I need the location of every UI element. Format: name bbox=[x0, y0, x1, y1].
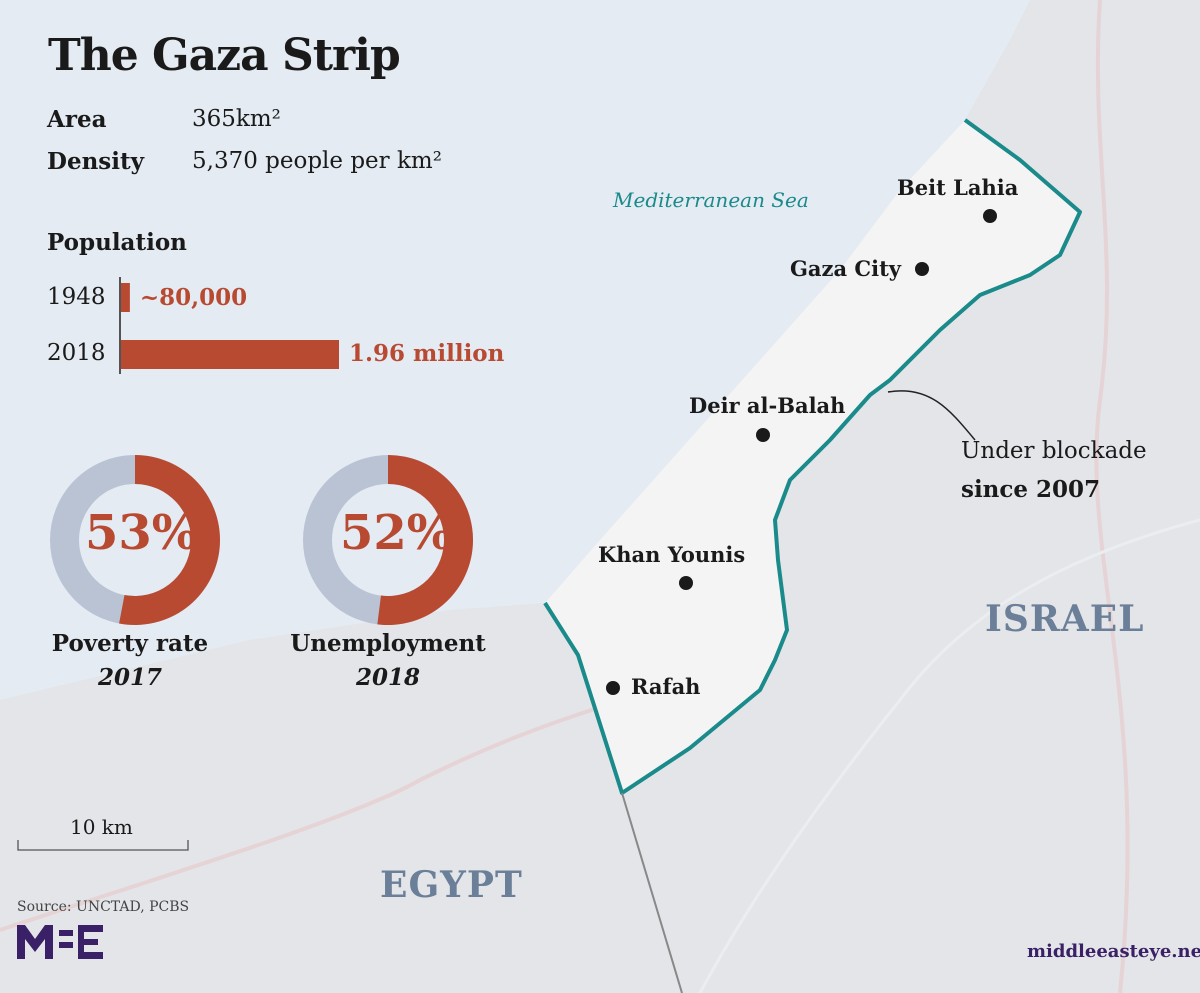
poverty-percent: 53% bbox=[85, 505, 198, 561]
annotation-leader bbox=[887, 390, 976, 441]
city-beit-lahia: Beit Lahia bbox=[897, 175, 1019, 200]
population-bar-2018 bbox=[121, 340, 339, 369]
unemployment-year: 2018 bbox=[355, 664, 420, 691]
population-year-1948: 1948 bbox=[47, 284, 106, 310]
egypt-israel-border bbox=[621, 792, 683, 993]
source: Source: UNCTAD, PCBS bbox=[17, 899, 190, 915]
page-title: The Gaza Strip bbox=[48, 30, 401, 81]
city-deir-al-balah: Deir al-Balah bbox=[689, 393, 846, 418]
poverty-year: 2017 bbox=[97, 664, 162, 691]
gaza-border bbox=[543, 118, 1082, 795]
city-dots bbox=[606, 209, 997, 695]
density-label: Density bbox=[47, 148, 144, 175]
city-khan-younis: Khan Younis bbox=[598, 542, 746, 567]
country-egypt: EGYPT bbox=[380, 864, 523, 906]
density-value: 5,370 people per km² bbox=[192, 148, 442, 174]
poverty-label: Poverty rate bbox=[51, 630, 209, 657]
population-year-2018: 2018 bbox=[47, 340, 106, 366]
sea-label: Mediterranean Sea bbox=[613, 188, 809, 212]
donut-segment bbox=[377, 455, 473, 625]
scale-label: 10 km bbox=[70, 815, 133, 839]
annotation-line2: since 2007 bbox=[961, 476, 1101, 503]
area-label: Area bbox=[47, 106, 107, 133]
city-gaza-city: Gaza City bbox=[790, 256, 901, 281]
road bbox=[0, 698, 623, 932]
donut-segment bbox=[119, 455, 220, 626]
road bbox=[698, 518, 1200, 993]
unemployment-label: Unemployment bbox=[290, 630, 486, 657]
city-rafah: Rafah bbox=[631, 674, 701, 699]
population-value-2018: 1.96 million bbox=[349, 340, 505, 367]
unemployment-percent: 52% bbox=[340, 505, 453, 561]
website: middleeasteye.net bbox=[1027, 941, 1200, 962]
scale-bar bbox=[17, 840, 189, 851]
country-israel: ISRAEL bbox=[985, 598, 1145, 640]
area-value: 365km² bbox=[192, 106, 281, 132]
road bbox=[1094, 0, 1130, 993]
annotation-line1: Under blockade bbox=[961, 438, 1147, 464]
mee-logo bbox=[17, 925, 103, 959]
population-heading: Population bbox=[47, 229, 187, 256]
population-value-1948: ~80,000 bbox=[139, 284, 248, 311]
population-bar-1948 bbox=[121, 283, 130, 312]
